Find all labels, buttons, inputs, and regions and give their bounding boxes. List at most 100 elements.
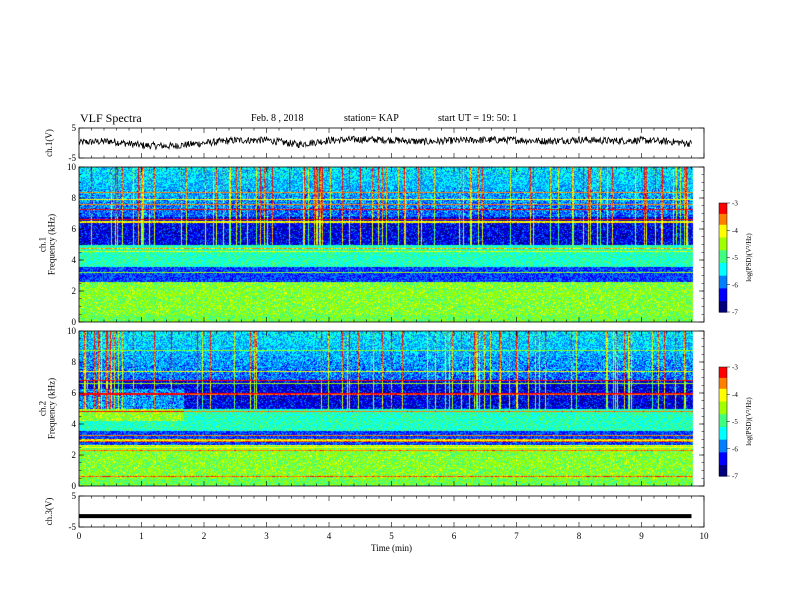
colorbar-tick-label: -7 — [732, 309, 738, 317]
colorbar-cell — [719, 445, 727, 448]
y-axis-label: ch.2 — [38, 401, 48, 416]
colorbar-cell — [719, 273, 727, 277]
y-tick-label: 4 — [72, 419, 77, 429]
colorbar-cell — [719, 390, 727, 394]
colorbar-cell — [719, 248, 727, 251]
colorbar-cell — [719, 290, 727, 293]
colorbar-cell — [719, 264, 727, 268]
colorbar-cell — [719, 233, 727, 237]
colorbar-cell — [719, 250, 727, 253]
y-axis-label: ch.1(V) — [44, 129, 54, 157]
colorbar-cell — [719, 401, 727, 404]
y-axis-label: ch.1 — [38, 237, 48, 252]
colorbar-cell — [719, 282, 727, 286]
colorbar-cell — [719, 259, 727, 262]
colorbar-cell — [719, 376, 727, 379]
y-tick-label: 4 — [72, 255, 77, 265]
colorbar-cell — [719, 284, 727, 288]
colorbar-cell — [719, 406, 727, 410]
x-axis-label: Time (min) — [371, 543, 412, 553]
x-tick-label: 4 — [327, 531, 332, 541]
header-station: station= KAP — [344, 113, 399, 124]
colorbar-cell — [719, 226, 727, 230]
colorbar-cell — [719, 257, 727, 260]
colorbar-cell — [719, 448, 727, 452]
colorbar-cell — [719, 212, 727, 215]
colorbar-cell — [719, 299, 727, 302]
colorbar-cell — [719, 230, 727, 233]
colorbar-cell — [719, 262, 727, 266]
colorbar-cell — [719, 295, 727, 299]
y-tick-label: 6 — [72, 388, 77, 398]
colorbar-cell — [719, 292, 727, 295]
colorbar-cell — [719, 268, 727, 271]
colorbar-cell — [719, 450, 727, 453]
colorbar-cell — [719, 275, 727, 279]
colorbar-cell — [719, 210, 727, 213]
colorbar-cell — [719, 461, 727, 464]
colorbar-cell — [719, 396, 727, 399]
colorbar-cell — [719, 266, 727, 269]
colorbar-cell — [719, 261, 727, 264]
x-tick-label: 6 — [452, 531, 457, 541]
header-start-time: start UT = 19: 50: 1 — [438, 113, 518, 124]
colorbar-cell — [719, 419, 727, 423]
colorbar-cell — [719, 222, 727, 226]
y-tick-label: -5 — [69, 153, 77, 163]
y-tick-label: 2 — [72, 450, 77, 460]
y-axis-label: ch.3(V) — [44, 498, 54, 526]
colorbar-tick-label: -5 — [732, 254, 738, 262]
colorbar-cell — [719, 242, 727, 246]
colorbar-cell — [719, 383, 727, 386]
colorbar-cell — [719, 457, 727, 461]
colorbar-cell — [719, 381, 727, 384]
y-tick-label: 0 — [72, 317, 77, 327]
x-tick-label: 0 — [77, 531, 82, 541]
colorbar-cell — [719, 465, 727, 468]
colorbar-cell — [719, 454, 727, 457]
colorbar-cell — [719, 301, 727, 304]
y-tick-label: 5 — [72, 491, 77, 501]
y-tick-label: 10 — [67, 162, 77, 172]
x-tick-label: 1 — [139, 531, 144, 541]
colorbar-cell — [719, 472, 727, 475]
colorbar-cell — [719, 414, 727, 417]
colorbar-cell — [719, 219, 727, 222]
colorbar-tick-label: -3 — [732, 200, 738, 208]
colorbar-tick-label: -7 — [732, 473, 738, 481]
y-tick-label: 6 — [72, 224, 77, 234]
y-tick-label: 2 — [72, 286, 77, 296]
header-date: Feb. 8 , 2018 — [251, 113, 304, 124]
colorbar-tick-label: -5 — [732, 418, 738, 426]
colorbar-cell — [719, 253, 727, 257]
colorbar-cell — [719, 213, 727, 217]
colorbar-cell — [719, 439, 727, 443]
y-tick-label: 8 — [72, 193, 77, 203]
x-tick-label: 2 — [202, 531, 207, 541]
colorbar-cell — [719, 293, 727, 297]
colorbar-cell — [719, 370, 727, 374]
colorbar-cell — [719, 466, 727, 470]
y-tick-label: 10 — [67, 326, 77, 336]
colorbar-cell — [719, 244, 727, 248]
y-axis-label: Frequency (kHz) — [47, 214, 57, 275]
colorbar-cell — [719, 441, 727, 444]
colorbar-cell — [719, 392, 727, 395]
colorbar-cell — [719, 208, 727, 211]
colorbar-cell — [719, 246, 727, 250]
colorbar-tick-label: -3 — [732, 364, 738, 372]
x-tick-label: 7 — [514, 531, 519, 541]
ch1-waveform — [78, 135, 692, 151]
colorbar-cell — [719, 288, 727, 291]
colorbar-tick-label: -6 — [732, 445, 738, 453]
x-tick-label: 8 — [577, 531, 582, 541]
colorbar-cell — [719, 405, 727, 408]
colorbar-cell — [719, 474, 727, 477]
x-tick-label: 5 — [389, 531, 394, 541]
colorbar-cell — [719, 228, 727, 231]
colorbar-cell — [719, 241, 727, 244]
colorbar-cell — [719, 224, 727, 228]
colorbar-cell — [719, 459, 727, 463]
x-tick-label: 9 — [639, 531, 644, 541]
